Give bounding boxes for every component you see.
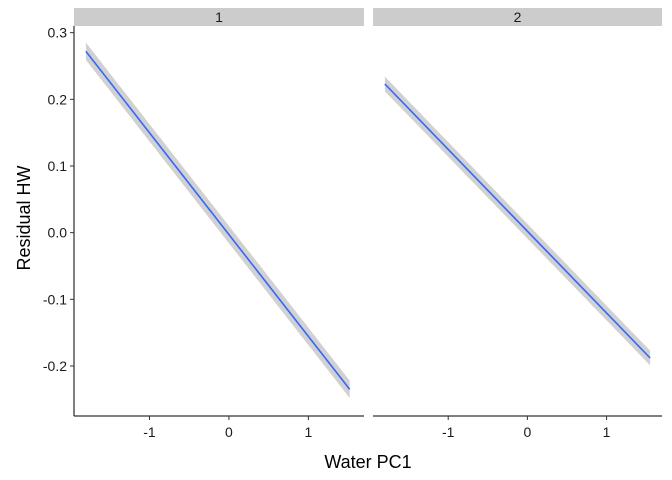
y-tick-label: -0.1: [43, 291, 67, 307]
x-tick-label: -1: [442, 424, 455, 440]
panels-layer: 1 -1 0 1 2 -1 0 1: [74, 8, 662, 440]
trend-line: [384, 83, 651, 359]
y-tick-label: 0.1: [48, 158, 68, 174]
y-axis: -0.2 -0.1 0.0 0.1 0.2 0.3: [43, 25, 75, 416]
y-axis-title: Residual HW: [14, 165, 34, 270]
x-tick-label: 0: [225, 424, 233, 440]
x-tick-label: 1: [603, 424, 611, 440]
facet-strip: [373, 8, 662, 26]
y-tick-label: 0.2: [48, 91, 68, 107]
panel-2: 2 -1 0 1: [373, 8, 662, 440]
facet-strip-label: 2: [514, 9, 522, 25]
y-tick-label: -0.2: [43, 358, 67, 374]
facet-strip: [74, 8, 364, 26]
x-tick-label: 1: [304, 424, 312, 440]
panel-1: 1 -1 0 1: [74, 8, 364, 440]
x-tick-label: 0: [523, 424, 531, 440]
trend-line: [85, 50, 351, 390]
y-tick-label: 0.0: [48, 225, 68, 241]
y-tick-label: 0.3: [48, 25, 68, 41]
x-tick-label: -1: [143, 424, 156, 440]
facet-strip-label: 1: [215, 9, 223, 25]
x-axis-title: Water PC1: [324, 452, 411, 472]
